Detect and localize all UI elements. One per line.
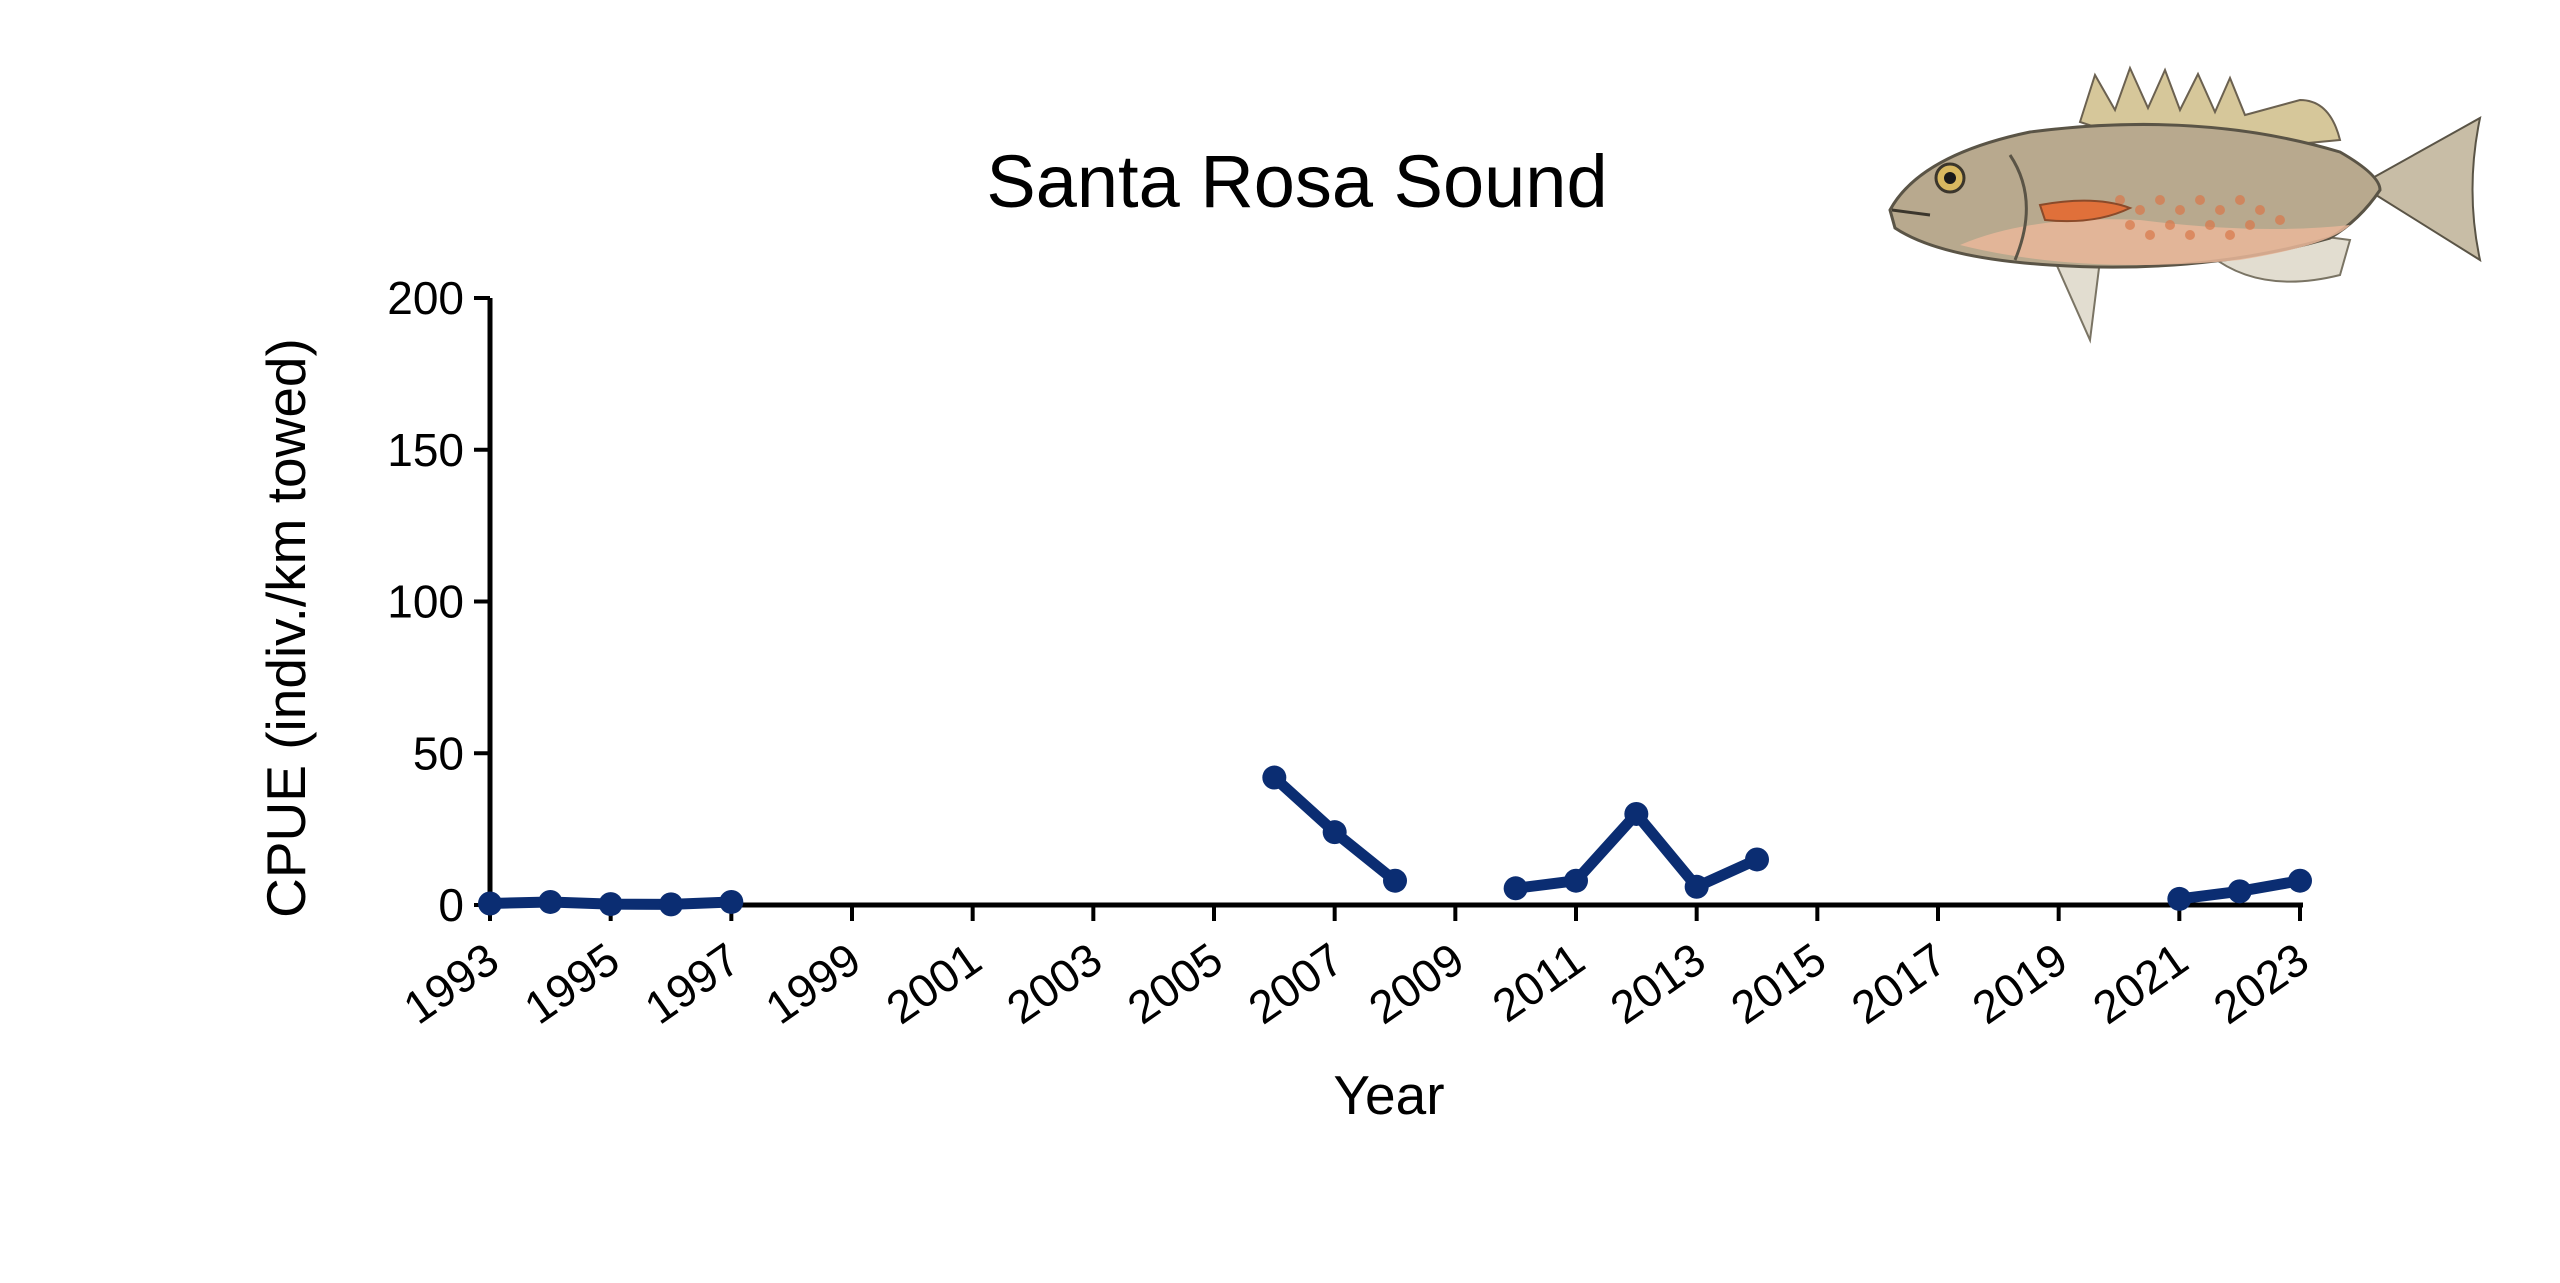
x-tick-label: 1997 (635, 933, 749, 1034)
x-tick-label: 2001 (877, 933, 991, 1034)
chart-title: Santa Rosa Sound (986, 140, 1607, 223)
x-tick-label: 2021 (2083, 933, 2197, 1034)
y-tick-label: 200 (387, 272, 464, 324)
data-point-2023 (2288, 868, 2312, 893)
x-tick-label: 2003 (997, 933, 1111, 1034)
x-tick-label: 2013 (1601, 933, 1715, 1034)
data-point-2013 (1684, 874, 1709, 899)
x-tick-label: 2011 (1483, 933, 1594, 1032)
x-tick-label: 1999 (756, 933, 870, 1034)
x-tick-label: 2023 (2204, 933, 2318, 1034)
data-point-2012 (1624, 801, 1649, 826)
y-tick-label: 50 (413, 727, 464, 779)
x-tick-label: 2019 (1963, 933, 2077, 1034)
y-axis: 0 50 100 150 200 (387, 272, 493, 931)
x-axis-title: Year (1333, 1064, 1444, 1126)
data-point-1997 (719, 889, 744, 914)
x-tick-label: 1993 (394, 933, 508, 1034)
data-point-2007 (1322, 820, 1347, 845)
y-tick-label: 0 (438, 879, 464, 931)
data-point-1996 (659, 892, 683, 917)
data-point-1995 (598, 892, 623, 917)
x-tick-label: 2017 (1842, 933, 1956, 1034)
data-point-1994 (538, 889, 563, 914)
y-axis-title: CPUE (indiv./km towed) (255, 338, 317, 918)
x-tick-label: 2015 (1721, 933, 1835, 1034)
y-tick-label: 150 (387, 424, 464, 476)
data-point-2014 (1745, 847, 1769, 872)
series-layer (478, 765, 2312, 917)
x-tick-label: 2007 (1239, 933, 1353, 1034)
x-tick-label: 2009 (1359, 933, 1473, 1034)
data-point-2022 (2227, 879, 2252, 904)
data-point-2011 (1564, 868, 1588, 893)
y-tick-label: 100 (387, 576, 464, 628)
x-tick-label: 2005 (1118, 933, 1232, 1034)
data-point-2006 (1262, 765, 1287, 790)
data-point-2010 (1503, 876, 1528, 901)
data-point-2021 (2167, 886, 2192, 911)
data-point-2008 (1383, 868, 1407, 893)
data-point-1993 (478, 891, 502, 916)
x-tick-label: 1995 (515, 933, 629, 1034)
x-axis: 1993 1995 1997 1999 2001 2003 2005 2007 2009 2011… (394, 902, 2318, 1034)
fish-illustration (1888, 65, 2482, 344)
